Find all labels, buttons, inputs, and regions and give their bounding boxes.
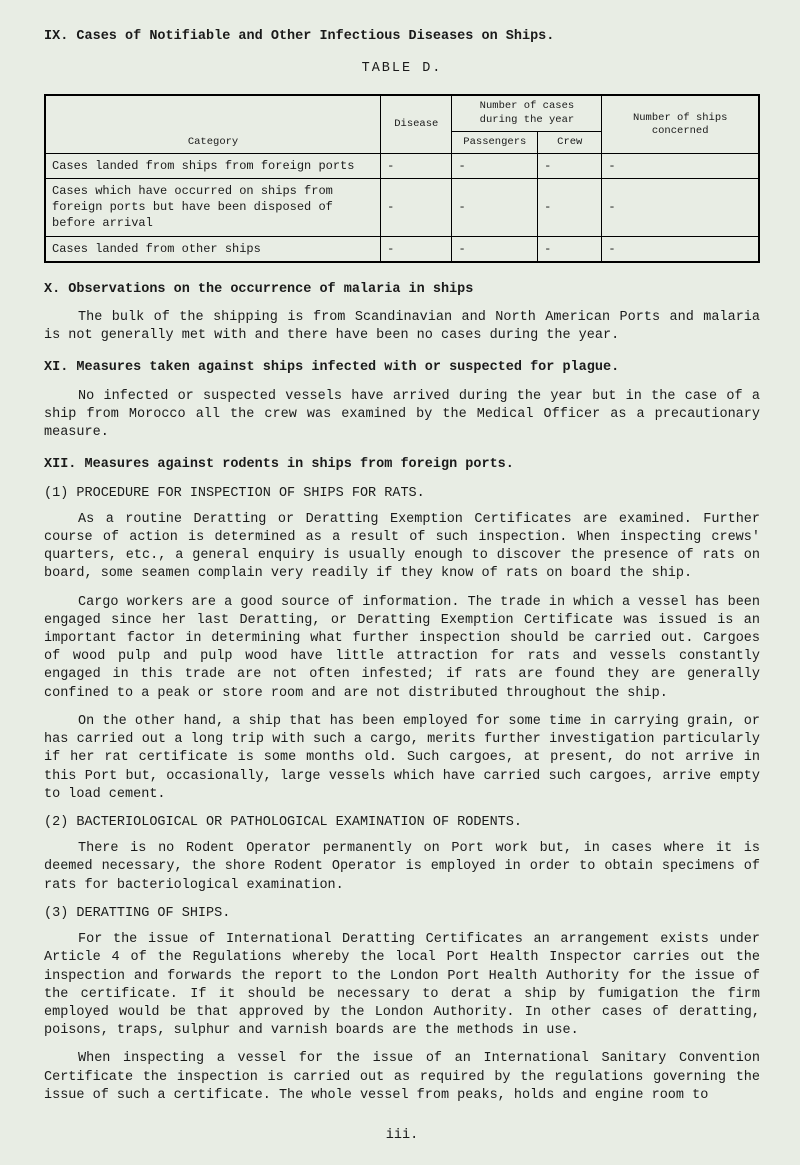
cell-crew: - — [538, 179, 602, 237]
section-x-para: The bulk of the shipping is from Scandin… — [44, 309, 760, 345]
table-row: Cases landed from ships from foreign por… — [45, 153, 759, 178]
th-crew: Crew — [538, 131, 602, 153]
sub1-head: (1) PROCEDURE FOR INSPECTION OF SHIPS FO… — [44, 485, 760, 503]
sub3-p2: When inspecting a vessel for the issue o… — [44, 1050, 760, 1105]
page: IX. Cases of Notifiable and Other Infect… — [0, 0, 800, 1165]
sub2-head: (2) BACTERIOLOGICAL OR PATHOLOGICAL EXAM… — [44, 814, 760, 832]
cell-category: Cases which have occurred on ships from … — [45, 179, 381, 237]
sub1-p3: On the other hand, a ship that has been … — [44, 713, 760, 804]
section-x-heading: X. Observations on the occurrence of mal… — [44, 281, 760, 299]
th-disease: Disease — [381, 95, 452, 153]
cell-ships: - — [602, 236, 759, 262]
cell-category: Cases landed from other ships — [45, 236, 381, 262]
section-xii-heading: XII. Measures against rodents in ships f… — [44, 456, 760, 474]
cell-ships: - — [602, 179, 759, 237]
section-xi-heading: XI. Measures taken against ships infecte… — [44, 359, 760, 377]
cell-disease: - — [381, 179, 452, 237]
sub2-p1: There is no Rodent Operator permanently … — [44, 840, 760, 895]
table-row: Cases landed from other ships - - - - — [45, 236, 759, 262]
th-numcases-l1: Number of cases — [480, 100, 575, 112]
cell-disease: - — [381, 236, 452, 262]
cell-category: Cases landed from ships from foreign por… — [45, 153, 381, 178]
cell-passengers: - — [452, 236, 538, 262]
sub3-p1: For the issue of International Deratting… — [44, 931, 760, 1040]
th-ships: Number of ships concerned — [602, 95, 759, 153]
cell-crew: - — [538, 153, 602, 178]
cell-ships: - — [602, 153, 759, 178]
diseases-table: Category Disease Number of cases during … — [44, 94, 760, 262]
cell-passengers: - — [452, 153, 538, 178]
th-numcases: Number of cases during the year — [452, 95, 602, 131]
table-title: TABLE D. — [44, 60, 760, 78]
th-category: Category — [45, 95, 381, 153]
cell-disease: - — [381, 153, 452, 178]
table-row: Cases which have occurred on ships from … — [45, 179, 759, 237]
th-passengers: Passengers — [452, 131, 538, 153]
th-numcases-l2: during the year — [480, 114, 575, 126]
th-ships-l2: concerned — [652, 125, 709, 137]
sub1-p2: Cargo workers are a good source of infor… — [44, 594, 760, 703]
section-ix-heading: IX. Cases of Notifiable and Other Infect… — [44, 28, 760, 46]
cell-passengers: - — [452, 179, 538, 237]
th-ships-l1: Number of ships — [633, 112, 728, 124]
sub3-head: (3) DERATTING OF SHIPS. — [44, 905, 760, 923]
cell-crew: - — [538, 236, 602, 262]
sub1-p1: As a routine Deratting or Deratting Exem… — [44, 511, 760, 584]
section-xi-para: No infected or suspected vessels have ar… — [44, 388, 760, 443]
page-number: iii. — [44, 1127, 760, 1145]
